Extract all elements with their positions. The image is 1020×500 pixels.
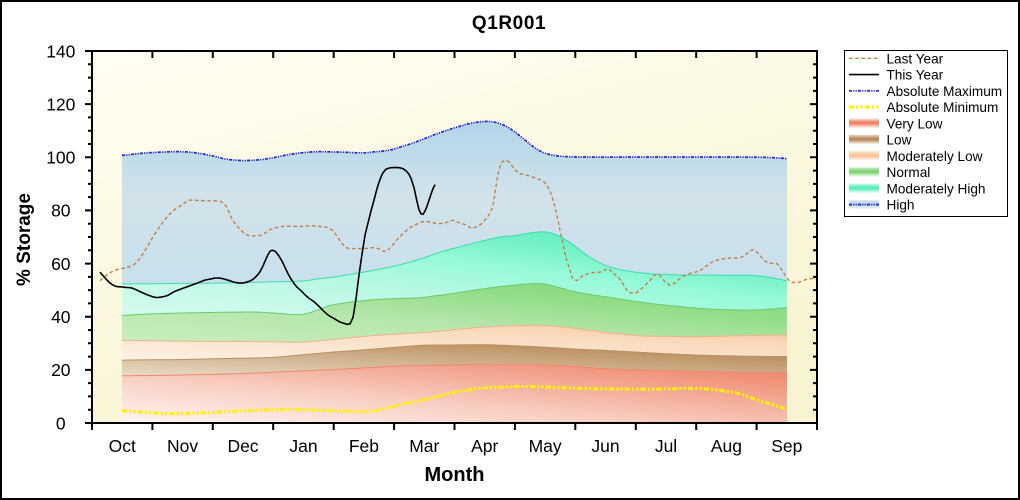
svg-text:40: 40 xyxy=(51,307,71,327)
svg-text:Last Year: Last Year xyxy=(887,51,944,66)
svg-text:Sep: Sep xyxy=(771,436,802,456)
svg-text:Nov: Nov xyxy=(167,436,198,456)
svg-text:Apr: Apr xyxy=(471,436,498,456)
svg-text:120: 120 xyxy=(46,94,75,114)
svg-text:Low: Low xyxy=(887,133,912,148)
svg-text:Moderately High: Moderately High xyxy=(887,181,986,196)
svg-text:Q1R001: Q1R001 xyxy=(472,13,546,34)
svg-text:Dec: Dec xyxy=(227,436,258,456)
svg-text:Jun: Jun xyxy=(591,436,619,456)
svg-text:Jul: Jul xyxy=(655,436,677,456)
svg-text:Absolute Maximum: Absolute Maximum xyxy=(887,84,1003,99)
svg-text:Very Low: Very Low xyxy=(887,116,943,131)
svg-text:Oct: Oct xyxy=(109,436,136,456)
svg-text:Normal: Normal xyxy=(887,165,931,180)
svg-text:Mar: Mar xyxy=(409,436,439,456)
svg-text:Moderately Low: Moderately Low xyxy=(887,149,983,164)
svg-text:60: 60 xyxy=(51,254,71,274)
svg-text:100: 100 xyxy=(46,148,75,168)
svg-text:0: 0 xyxy=(56,413,66,433)
svg-text:Feb: Feb xyxy=(349,436,379,456)
svg-text:High: High xyxy=(887,198,915,213)
svg-text:20: 20 xyxy=(51,360,71,380)
svg-text:May: May xyxy=(529,436,562,456)
svg-text:Jan: Jan xyxy=(289,436,317,456)
svg-text:Absolute Minimum: Absolute Minimum xyxy=(887,100,999,115)
svg-text:% Storage: % Storage xyxy=(14,193,35,286)
svg-text:This Year: This Year xyxy=(887,68,944,83)
svg-text:140: 140 xyxy=(46,41,75,61)
svg-text:Month: Month xyxy=(425,464,485,486)
svg-text:Aug: Aug xyxy=(711,436,742,456)
svg-text:80: 80 xyxy=(51,201,71,221)
